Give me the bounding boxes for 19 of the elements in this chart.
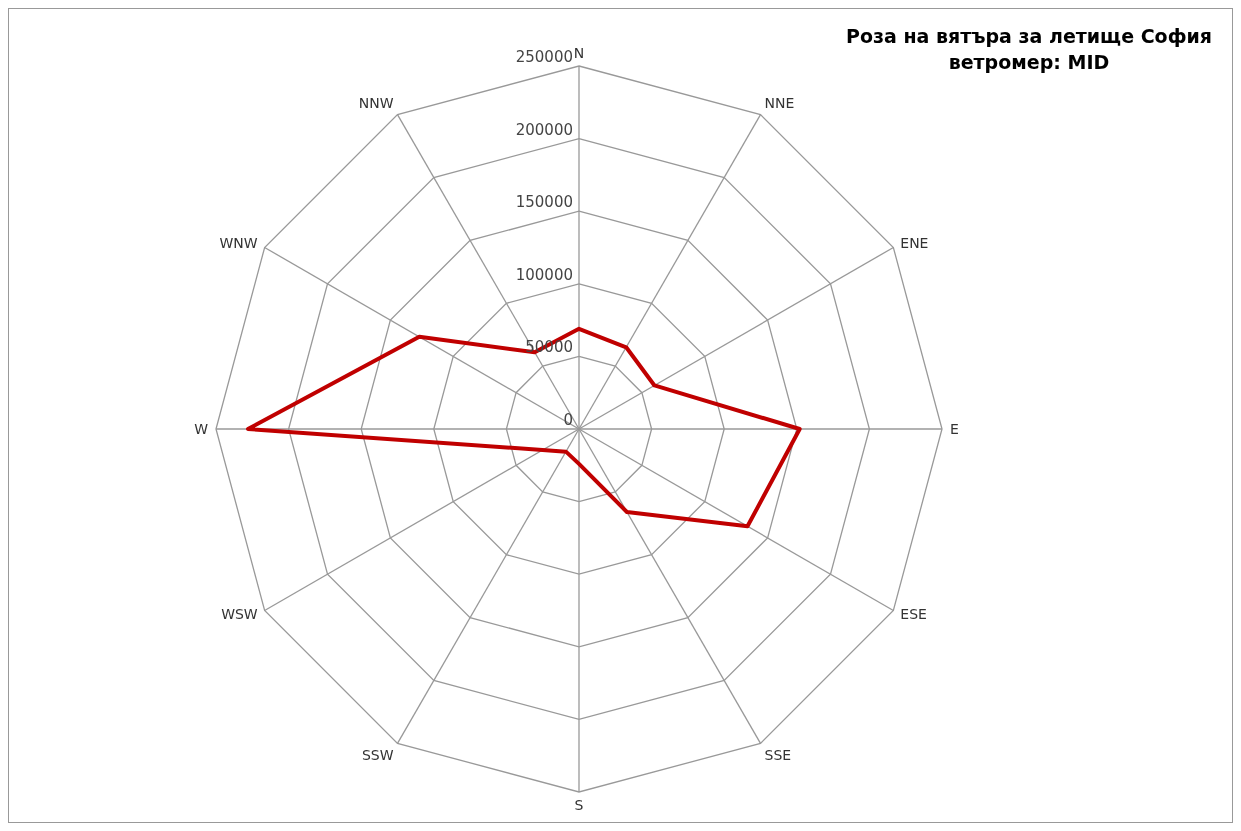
spoke-label: SSW <box>361 747 394 764</box>
spoke-label: W <box>194 420 209 437</box>
y-tick-label: 0 <box>563 411 573 429</box>
spoke-label: S <box>574 796 584 813</box>
y-tick-label: 100000 <box>515 265 573 284</box>
spoke-label: N <box>573 45 585 61</box>
text: ветромер: MID <box>947 50 1111 75</box>
spoke-label: ENE <box>900 235 929 252</box>
y-tick-label: 250000 <box>515 48 573 66</box>
spoke-label: E <box>950 420 959 437</box>
y-tick-label: 150000 <box>515 193 573 212</box>
spoke-label: WNW <box>219 235 258 252</box>
text: Роза на вятъра за летище София <box>845 24 1212 49</box>
spoke-label: NNE <box>764 94 795 111</box>
spoke-label: WSW <box>221 606 258 623</box>
y-tick-label: 200000 <box>515 120 573 139</box>
spoke-label: SSE <box>764 747 792 764</box>
spoke-label: NNW <box>358 94 394 111</box>
spoke-label: ESE <box>900 606 927 623</box>
